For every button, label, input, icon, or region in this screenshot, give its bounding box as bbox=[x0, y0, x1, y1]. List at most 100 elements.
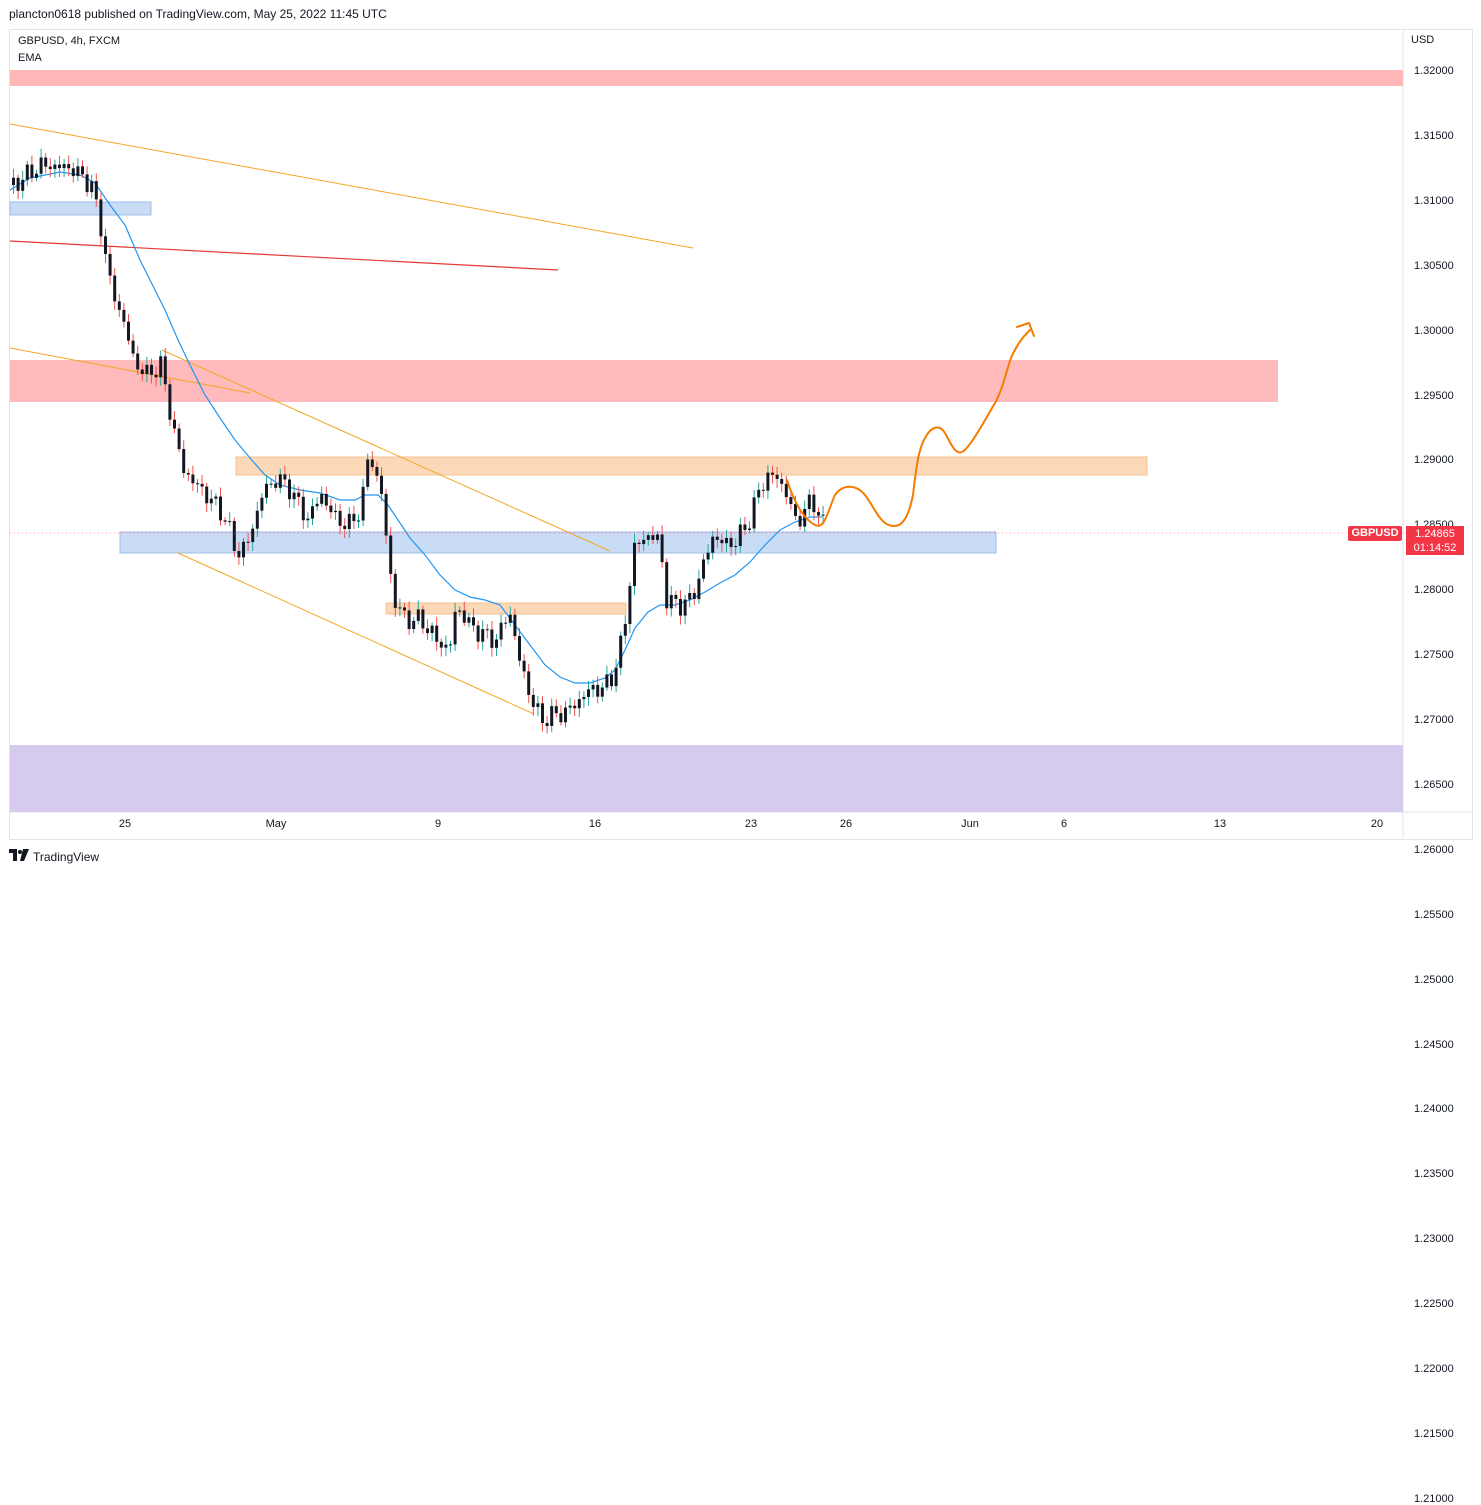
candle-body bbox=[559, 713, 563, 723]
trendline-channel-lower bbox=[177, 552, 535, 715]
candle-body bbox=[715, 536, 719, 540]
indicator-label[interactable]: EMA bbox=[18, 52, 42, 64]
candle-body bbox=[53, 164, 57, 170]
candle-body bbox=[76, 166, 80, 177]
candle-body bbox=[30, 164, 34, 178]
candle-body bbox=[789, 497, 793, 505]
candle-body bbox=[531, 694, 535, 707]
price-tick: 1.21000 bbox=[1414, 1492, 1454, 1505]
candle-body bbox=[306, 518, 310, 521]
candle-body bbox=[154, 374, 158, 378]
candle-body bbox=[780, 478, 784, 484]
footer-brand[interactable]: TradingView bbox=[9, 849, 99, 864]
candle-body bbox=[706, 552, 710, 560]
candle-body bbox=[536, 703, 540, 707]
candle-body bbox=[122, 309, 126, 322]
candlestick-series bbox=[12, 148, 825, 734]
bar-countdown: 01:14:52 bbox=[1413, 542, 1457, 554]
candle-body bbox=[660, 534, 664, 563]
candle-body bbox=[444, 644, 448, 648]
brand-name: TradingView bbox=[33, 849, 100, 864]
candle-body bbox=[205, 486, 209, 504]
candle-body bbox=[39, 157, 43, 174]
candle-body bbox=[614, 667, 618, 687]
candle-body bbox=[568, 705, 572, 708]
candle-body bbox=[35, 173, 38, 178]
tradingview-logo-icon bbox=[9, 849, 29, 864]
candle-body bbox=[794, 504, 797, 516]
blue-zone-upper bbox=[9, 201, 152, 216]
candle-body bbox=[490, 629, 494, 648]
candle-body bbox=[541, 703, 544, 724]
candle-body bbox=[104, 236, 107, 254]
candle-body bbox=[476, 625, 480, 642]
price-tick: 1.32000 bbox=[1414, 65, 1454, 77]
candle-body bbox=[702, 559, 705, 579]
candle-body bbox=[743, 524, 747, 530]
price-tick: 1.26500 bbox=[1414, 778, 1454, 791]
candle-body bbox=[467, 617, 471, 623]
price-tick: 1.24500 bbox=[1414, 1038, 1454, 1051]
candle-body bbox=[495, 639, 498, 648]
candle-body bbox=[435, 625, 439, 642]
time-tick: 26 bbox=[839, 818, 853, 830]
candle-body bbox=[518, 636, 521, 661]
candle-body bbox=[628, 586, 632, 624]
price-tick: 1.22500 bbox=[1414, 1298, 1454, 1311]
candle-body bbox=[412, 620, 416, 629]
price-tick: 1.31000 bbox=[1414, 194, 1454, 207]
candle-body bbox=[481, 629, 485, 642]
symbol-price-tag: GBPUSD bbox=[1348, 526, 1402, 541]
candle-body bbox=[688, 593, 692, 600]
candle-body bbox=[90, 181, 94, 193]
price-tick: 1.30500 bbox=[1414, 259, 1454, 272]
candle-body bbox=[550, 706, 554, 726]
candle-body bbox=[403, 607, 406, 611]
price-tick: 1.22000 bbox=[1414, 1363, 1454, 1375]
candle-body bbox=[591, 684, 595, 690]
orange-zone-upper bbox=[235, 456, 1148, 476]
candle-body bbox=[237, 550, 241, 558]
candle-body bbox=[380, 475, 383, 494]
candle-body bbox=[426, 628, 429, 634]
candle-body bbox=[623, 623, 627, 636]
candle-body bbox=[140, 369, 144, 375]
chart-canvas[interactable] bbox=[0, 0, 1481, 875]
candle-body bbox=[697, 578, 701, 600]
price-tick: 1.29500 bbox=[1414, 389, 1454, 402]
candle-body bbox=[177, 428, 181, 450]
candle-body bbox=[513, 614, 517, 637]
price-tick: 1.23000 bbox=[1414, 1233, 1454, 1246]
candle-body bbox=[393, 573, 397, 608]
candle-body bbox=[384, 493, 388, 536]
candle-body bbox=[545, 723, 549, 726]
candle-body bbox=[16, 177, 20, 191]
trendline-channel-upper bbox=[161, 349, 611, 552]
resistance-zone-red bbox=[10, 360, 1278, 402]
candle-body bbox=[269, 483, 273, 485]
time-tick: Jun bbox=[961, 818, 979, 830]
candle-body bbox=[182, 449, 186, 474]
support-zone-purple bbox=[10, 745, 1403, 812]
candle-body bbox=[113, 275, 117, 302]
price-tick: 1.23500 bbox=[1414, 1168, 1454, 1181]
candle-body bbox=[430, 625, 434, 634]
candle-body bbox=[619, 635, 623, 668]
candle-body bbox=[771, 472, 774, 475]
candle-body bbox=[729, 537, 733, 548]
last-price-value: 1.24865 bbox=[1415, 528, 1455, 540]
candle-body bbox=[131, 340, 135, 354]
candle-body bbox=[67, 164, 71, 169]
candle-body bbox=[283, 474, 287, 480]
price-tick: 1.25000 bbox=[1414, 973, 1454, 986]
candle-body bbox=[338, 510, 342, 526]
symbol-info[interactable]: GBPUSD, 4h, FXCM bbox=[18, 35, 121, 47]
price-tick: 1.26000 bbox=[1414, 843, 1454, 856]
candle-body bbox=[25, 164, 29, 180]
price-tick: 1.24000 bbox=[1414, 1103, 1454, 1116]
chart-pane[interactable] bbox=[9, 29, 1473, 840]
candle-body bbox=[329, 505, 333, 513]
candle-body bbox=[163, 356, 167, 385]
candle-body bbox=[421, 609, 425, 629]
trendline-mid bbox=[9, 347, 251, 394]
